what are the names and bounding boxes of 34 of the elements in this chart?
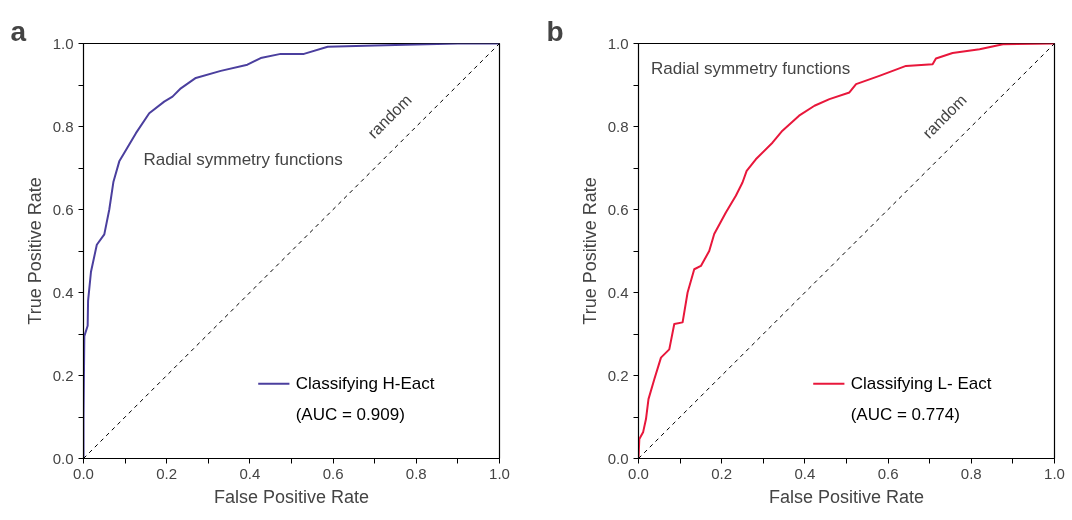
y-tick-label: 0.4	[607, 283, 629, 301]
x-tick-label: 0.6	[322, 464, 344, 482]
y-axis-title: True Positive Rate	[24, 177, 45, 325]
y-tick-label: 0.0	[52, 449, 74, 467]
y-tick-label: 0.6	[607, 200, 629, 218]
y-tick-label: 0.8	[607, 117, 629, 135]
x-axis-title: False Positive Rate	[213, 486, 370, 507]
y-tick-label: 0.2	[52, 366, 74, 384]
legend-label: Classifying L- Eact (AUC = 0.774)	[850, 374, 992, 425]
x-axis-title: False Positive Rate	[768, 486, 925, 507]
y-tick-label: 0.6	[52, 200, 74, 218]
chart-title: b	[546, 15, 564, 47]
x-tick-label: 0.4	[794, 464, 816, 482]
x-tick-label: 0.0	[73, 464, 94, 482]
x-tick-label: 0.4	[239, 464, 261, 482]
x-tick-label: 0.2	[156, 464, 178, 482]
y-tick-label: 1.0	[607, 34, 629, 52]
x-tick-label: 1.0	[1044, 464, 1065, 482]
y-tick-label: 0.2	[607, 366, 629, 384]
legend-label: Classifying H-Eact (AUC = 0.909)	[295, 374, 435, 425]
chart-title: a	[10, 15, 27, 47]
annotation: Radial symmetry functions	[143, 150, 343, 170]
y-tick-label: 0.8	[52, 117, 74, 135]
x-tick-label: 1.0	[489, 464, 510, 482]
y-axis-title: True Positive Rate	[579, 177, 600, 325]
x-tick-label: 0.0	[628, 464, 649, 482]
y-tick-label: 0.0	[607, 449, 629, 467]
x-tick-label: 0.6	[877, 464, 899, 482]
x-tick-label: 0.8	[405, 464, 427, 482]
x-tick-label: 0.2	[711, 464, 733, 482]
annotation: Radial symmetry functions	[650, 58, 851, 78]
x-tick-label: 0.8	[960, 464, 982, 482]
y-tick-label: 0.4	[52, 283, 74, 301]
y-tick-label: 1.0	[52, 34, 74, 52]
